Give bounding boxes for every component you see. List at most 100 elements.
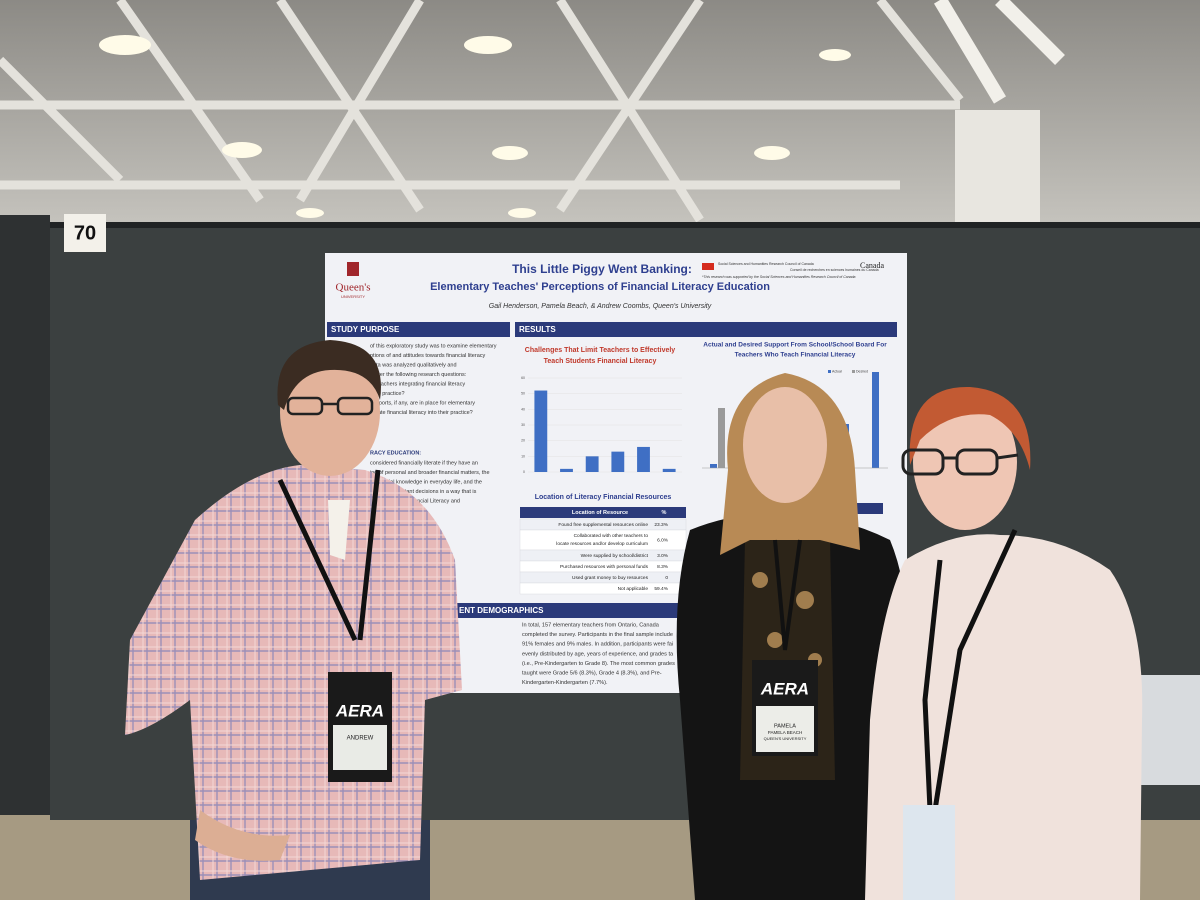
table-cell: 8.3%: [657, 564, 669, 570]
section-heading: ENT DEMOGRAPHICS: [459, 606, 544, 615]
table: [1140, 675, 1200, 785]
lanyard: [773, 539, 802, 651]
logo-name: Queen's: [336, 282, 371, 294]
table-header: Location of Resource: [572, 510, 628, 516]
flag: [702, 263, 714, 270]
table-cell: 3.0%: [657, 553, 669, 559]
badge-card: [756, 706, 814, 752]
y-tick-label: 10: [521, 454, 525, 458]
legend-label: Desired: [856, 369, 868, 373]
face: [913, 394, 1017, 530]
badge: [903, 805, 955, 900]
chart-title: Teachers Who Teach Financial Literacy: [735, 352, 856, 359]
body-text: (i.e., Pre-Kindergarten to Grade 8). The…: [522, 661, 675, 667]
y-tick-label: 60: [521, 376, 525, 380]
crsh: Conseil de recherches en sciences humain…: [790, 268, 879, 272]
person-middle: AERA PAMELA PAMELA BEACH QUEEN'S UNIVERS…: [676, 373, 908, 900]
table-header: %: [662, 510, 667, 516]
body-text: completed the survey. Participants in th…: [522, 632, 673, 638]
y-tick-label: 0: [523, 470, 525, 474]
legend-label: Actual: [832, 369, 842, 373]
subheading: RACY EDUCATION:: [370, 450, 421, 456]
y-tick-label: 40: [521, 407, 525, 411]
table-header-bg: [520, 507, 686, 518]
body-text: data was analyzed qualitatively and: [370, 362, 457, 368]
badge-brand: AERA: [335, 701, 384, 720]
sshrc: Social Sciences and Humanities Research …: [718, 262, 814, 266]
body-text: considered financially literate if they …: [370, 460, 478, 466]
y-tick-label: 50: [521, 392, 525, 396]
body-text: ing of personal and broader financial ma…: [370, 470, 490, 476]
glasses: [286, 396, 374, 416]
booth-number: 70: [74, 222, 96, 244]
table-cell: 6.0%: [657, 537, 669, 543]
glasses: [901, 448, 1019, 476]
poster-title: This Little Piggy Went Banking:: [512, 262, 692, 276]
body-text: y financial knowledge in everyday life, …: [370, 479, 482, 485]
bar: [585, 456, 599, 472]
lights: [99, 35, 851, 218]
section-heading: RESULTS: [519, 325, 556, 334]
body-text: ptions of and attitudes towards financia…: [370, 353, 486, 359]
bar: [872, 372, 879, 468]
body-text: nswer the following research questions:: [370, 372, 467, 378]
badge-name: PAMELA: [774, 723, 796, 729]
bar: [662, 468, 676, 472]
canada-wordmark: Canada: [860, 261, 884, 270]
poster-subtitle: Elementary Teaches' Perceptions of Finan…: [430, 281, 770, 293]
body-text: Kindergarten-Kindergarten (7.7%).: [522, 680, 608, 686]
chart-title: Teach Students Financial Literacy: [544, 358, 657, 365]
bar: [710, 464, 717, 468]
body-text: supports, if any, are in place for eleme…: [370, 400, 475, 406]
section-bar: [327, 322, 510, 337]
table-cell: Found free supplemental resources online: [558, 522, 648, 528]
table-cell: Collaborated with other teachers to locat…: [556, 533, 648, 547]
section-heading: STUDY PURPOSE: [331, 325, 400, 334]
badge-card: [333, 725, 387, 770]
legend-swatch: [828, 370, 831, 373]
body-text: of this exploratory study was to examine…: [370, 343, 497, 349]
table-cell: Were supplied by school/district: [581, 553, 649, 559]
table-cell: Used grant money to buy resources: [572, 575, 649, 581]
chart-title: Actual and Desired Support From School/S…: [703, 342, 887, 349]
table-cell: 23.3%: [654, 522, 668, 528]
lanyard: [922, 528, 1018, 811]
hair: [277, 340, 381, 410]
lanyard: [277, 469, 381, 642]
pillar: [955, 110, 1040, 240]
body-text: evenly distributed by age, years of expe…: [522, 651, 674, 657]
bar: [718, 408, 725, 468]
section-bar: [515, 322, 897, 337]
y-tick-label: 30: [521, 423, 525, 427]
bar: [534, 390, 548, 472]
table-cell: Not applicable: [618, 586, 649, 592]
face: [280, 348, 380, 476]
tshirt: [328, 500, 350, 560]
poster-authors: Gail Henderson, Pamela Beach, & Andrew C…: [489, 303, 712, 310]
body-text: taught were Grade 5/6 (8.3%), Grade 4 (8…: [522, 670, 662, 676]
section-bar: [455, 603, 690, 618]
trusses: [0, 0, 1065, 223]
chart-title: Challenges That Limit Teachers to Effect…: [525, 347, 676, 354]
badge-name: ANDREW: [347, 736, 374, 742]
legend-swatch: [852, 370, 855, 373]
bar: [560, 468, 573, 472]
booth-sign: [64, 214, 106, 252]
body-text: to make important decisions in a way tha…: [370, 489, 477, 495]
table-cell: Purchased resources with personal funds: [560, 564, 649, 570]
person-right: [865, 386, 1143, 900]
person-left: AERA ANDREW: [125, 340, 462, 900]
board-left: [0, 215, 50, 815]
table-title: Location of Literacy Financial Resources: [535, 494, 672, 501]
hand: [195, 810, 290, 861]
table-cell: 59.4%: [654, 586, 668, 592]
funding-note: *This research was supported by the Soci…: [702, 275, 856, 279]
board-edge: [50, 222, 1200, 228]
table-header-bg: [848, 503, 883, 514]
table-cell: 0: [665, 575, 668, 581]
logo-shield: [347, 262, 359, 276]
body-text: ry teachers integrating financial litera…: [370, 381, 465, 387]
bar: [637, 446, 650, 472]
